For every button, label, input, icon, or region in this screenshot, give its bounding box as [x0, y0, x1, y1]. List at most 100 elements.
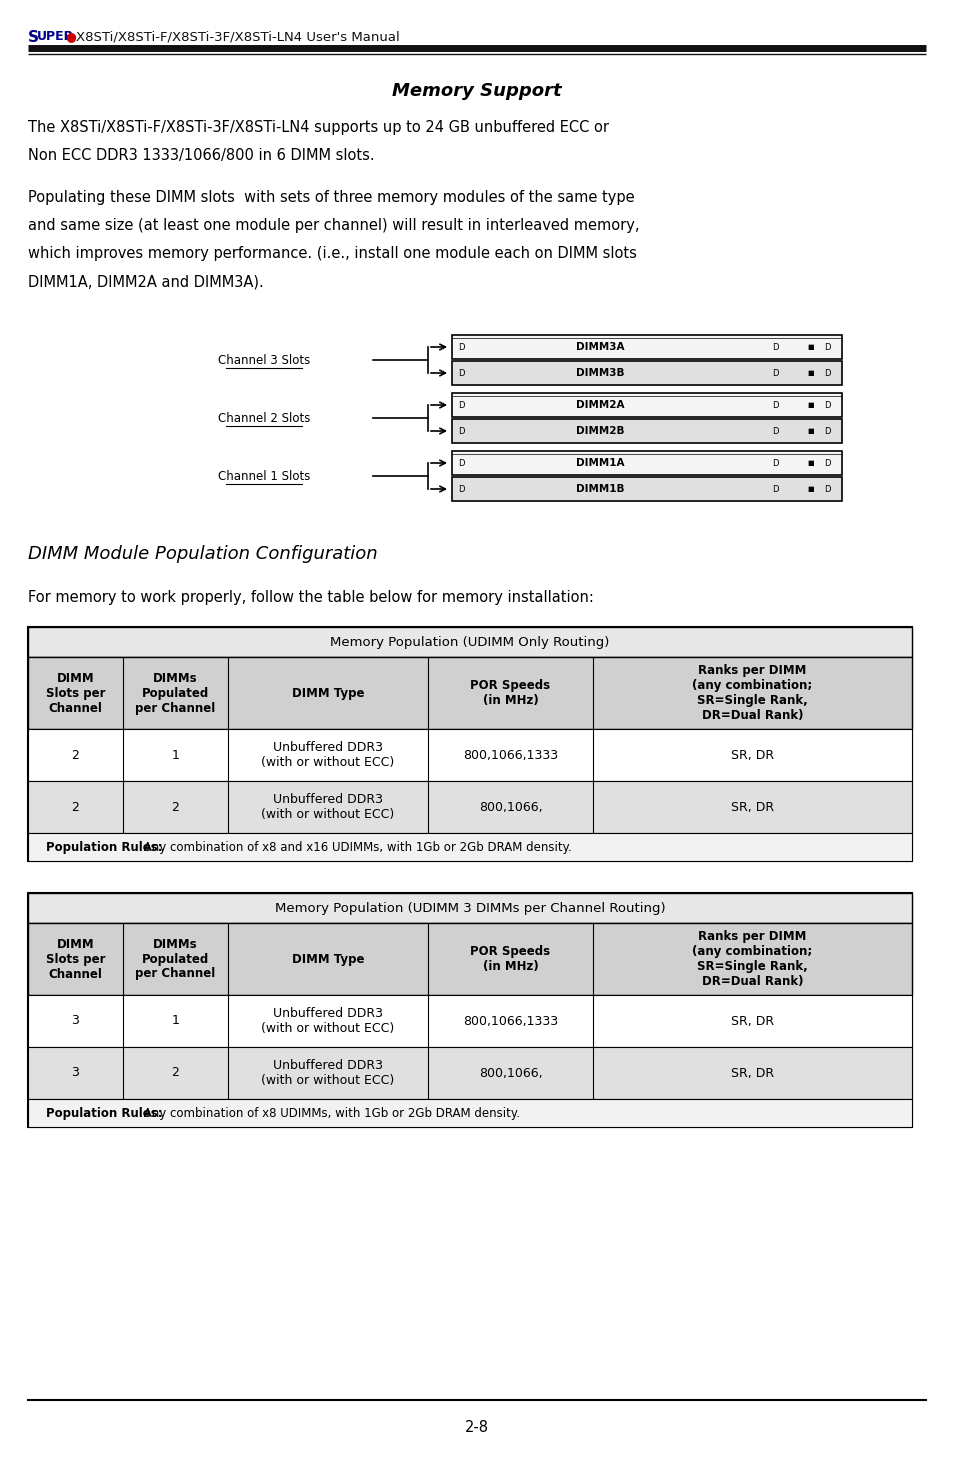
Bar [28, 627, 911, 658]
Text: DIMM3A: DIMM3A [576, 343, 624, 351]
Text: D: D [823, 401, 830, 410]
Text: DIMM Type: DIMM Type [292, 952, 364, 965]
Bar [452, 362, 841, 385]
Text: DIMM
Slots per
Channel: DIMM Slots per Channel [46, 672, 105, 714]
Bar [28, 781, 911, 833]
Text: D: D [771, 401, 778, 410]
Text: The X8STi/X8STi-F/X8STi-3F/X8STi-LN4 supports up to 24 GB unbuffered ECC or: The X8STi/X8STi-F/X8STi-3F/X8STi-LN4 sup… [28, 120, 608, 136]
Text: SR, DR: SR, DR [730, 1015, 773, 1028]
Text: Unbuffered DDR3
(with or without ECC): Unbuffered DDR3 (with or without ECC) [261, 741, 395, 768]
Text: 2: 2 [71, 748, 79, 761]
Text: Memory Support: Memory Support [392, 82, 561, 101]
Text: For memory to work properly, follow the table below for memory installation:: For memory to work properly, follow the … [28, 590, 594, 605]
Text: and same size (at least one module per channel) will result in interleaved memor: and same size (at least one module per c… [28, 219, 639, 233]
Text: X8STi/X8STi-F/X8STi-3F/X8STi-LN4 User's Manual: X8STi/X8STi-F/X8STi-3F/X8STi-LN4 User's … [76, 31, 399, 42]
Bar [28, 833, 911, 862]
Text: Memory Population (UDIMM 3 DIMMs per Channel Routing): Memory Population (UDIMM 3 DIMMs per Cha… [274, 901, 664, 914]
Bar [28, 994, 911, 1047]
Text: Channel 1 Slots: Channel 1 Slots [217, 469, 310, 483]
Text: D: D [771, 484, 778, 493]
Bar [452, 418, 841, 443]
Text: ■: ■ [806, 402, 813, 408]
Text: 800,1066,1333: 800,1066,1333 [462, 748, 558, 761]
Text: DIMM3B: DIMM3B [576, 367, 624, 378]
Text: D: D [823, 343, 830, 351]
Text: D: D [457, 484, 464, 493]
Bar [452, 451, 841, 475]
Text: Unbuffered DDR3
(with or without ECC): Unbuffered DDR3 (with or without ECC) [261, 793, 395, 821]
Text: D: D [771, 343, 778, 351]
Text: UPER: UPER [37, 31, 74, 42]
Text: D: D [823, 484, 830, 493]
Text: D: D [457, 343, 464, 351]
Text: D: D [771, 369, 778, 378]
Text: ■: ■ [806, 429, 813, 434]
Text: 3: 3 [71, 1066, 79, 1079]
Text: 1: 1 [172, 748, 179, 761]
Text: Populating these DIMM slots  with sets of three memory modules of the same type: Populating these DIMM slots with sets of… [28, 190, 634, 206]
Text: D: D [771, 458, 778, 468]
Text: ■: ■ [806, 370, 813, 376]
Bar [452, 335, 841, 359]
Text: Unbuffered DDR3
(with or without ECC): Unbuffered DDR3 (with or without ECC) [261, 1059, 395, 1088]
Text: Non ECC DDR3 1333/1066/800 in 6 DIMM slots.: Non ECC DDR3 1333/1066/800 in 6 DIMM slo… [28, 149, 375, 163]
Bar [28, 627, 911, 862]
Text: 2: 2 [71, 800, 79, 814]
Text: SR, DR: SR, DR [730, 800, 773, 814]
Bar [28, 729, 911, 781]
Text: DIMMs
Populated
per Channel: DIMMs Populated per Channel [135, 672, 215, 714]
Text: S: S [28, 31, 39, 45]
Text: Population Rules:: Population Rules: [46, 1107, 162, 1120]
Text: DIMM1A: DIMM1A [576, 458, 624, 468]
Bar [28, 892, 911, 1127]
Text: D: D [771, 427, 778, 436]
Text: D: D [457, 458, 464, 468]
Text: POR Speeds
(in MHz): POR Speeds (in MHz) [470, 945, 550, 972]
Text: which improves memory performance. (i.e., install one module each on DIMM slots: which improves memory performance. (i.e.… [28, 246, 637, 261]
Text: DIMM Module Population Configuration: DIMM Module Population Configuration [28, 545, 377, 563]
Text: Ranks per DIMM
(any combination;
SR=Single Rank,
DR=Dual Rank): Ranks per DIMM (any combination; SR=Sing… [692, 930, 812, 989]
Text: DIMM Type: DIMM Type [292, 687, 364, 700]
Text: DIMMs
Populated
per Channel: DIMMs Populated per Channel [135, 937, 215, 980]
Bar [28, 658, 911, 729]
Text: Any combination of x8 UDIMMs, with 1Gb or 2Gb DRAM density.: Any combination of x8 UDIMMs, with 1Gb o… [140, 1107, 519, 1120]
Text: 800,1066,1333: 800,1066,1333 [462, 1015, 558, 1028]
Bar [28, 1047, 911, 1099]
Text: D: D [457, 369, 464, 378]
Text: Unbuffered DDR3
(with or without ECC): Unbuffered DDR3 (with or without ECC) [261, 1007, 395, 1035]
Text: POR Speeds
(in MHz): POR Speeds (in MHz) [470, 679, 550, 707]
Text: Any combination of x8 and x16 UDIMMs, with 1Gb or 2Gb DRAM density.: Any combination of x8 and x16 UDIMMs, wi… [140, 840, 572, 853]
Text: 800,1066,: 800,1066, [478, 800, 541, 814]
Text: ●: ● [65, 31, 76, 42]
Text: SR, DR: SR, DR [730, 748, 773, 761]
Text: D: D [823, 427, 830, 436]
Text: DIMM1A, DIMM2A and DIMM3A).: DIMM1A, DIMM2A and DIMM3A). [28, 274, 263, 289]
Text: D: D [823, 458, 830, 468]
Text: Channel 3 Slots: Channel 3 Slots [217, 353, 310, 366]
Text: 800,1066,: 800,1066, [478, 1066, 541, 1079]
Text: Ranks per DIMM
(any combination;
SR=Single Rank,
DR=Dual Rank): Ranks per DIMM (any combination; SR=Sing… [692, 663, 812, 722]
Bar [28, 923, 911, 994]
Text: SR, DR: SR, DR [730, 1066, 773, 1079]
Text: 2-8: 2-8 [464, 1420, 489, 1435]
Text: ■: ■ [806, 461, 813, 467]
Text: Channel 2 Slots: Channel 2 Slots [217, 411, 310, 424]
Text: Memory Population (UDIMM Only Routing): Memory Population (UDIMM Only Routing) [330, 636, 609, 649]
Bar [28, 1099, 911, 1127]
Text: 2: 2 [172, 1066, 179, 1079]
Text: D: D [457, 401, 464, 410]
Bar [452, 477, 841, 502]
Bar [28, 892, 911, 923]
Text: 2: 2 [172, 800, 179, 814]
Text: DIMM1B: DIMM1B [576, 484, 624, 494]
Text: Population Rules:: Population Rules: [46, 840, 162, 853]
Text: ■: ■ [806, 486, 813, 491]
Text: ■: ■ [806, 344, 813, 350]
Text: DIMM
Slots per
Channel: DIMM Slots per Channel [46, 937, 105, 980]
Text: DIMM2A: DIMM2A [576, 399, 624, 410]
Text: 3: 3 [71, 1015, 79, 1028]
Text: D: D [823, 369, 830, 378]
Text: 1: 1 [172, 1015, 179, 1028]
Text: D: D [457, 427, 464, 436]
Bar [452, 394, 841, 417]
